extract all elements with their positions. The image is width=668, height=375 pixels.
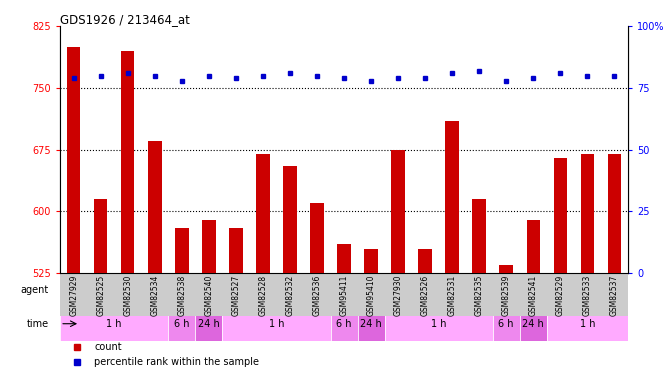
Bar: [60, 307, 168, 340]
Bar: [195, 307, 222, 340]
Text: 1 h: 1 h: [431, 319, 446, 329]
Text: time: time: [27, 319, 49, 329]
Text: count: count: [94, 342, 122, 352]
Text: 24 h: 24 h: [522, 319, 544, 329]
Bar: [493, 307, 520, 340]
Bar: [357, 307, 385, 340]
Text: control: control: [124, 285, 158, 295]
Bar: [310, 203, 324, 375]
Bar: [446, 121, 459, 375]
Text: 6 h: 6 h: [498, 319, 514, 329]
Bar: [337, 244, 351, 375]
Text: 24 h: 24 h: [360, 319, 382, 329]
Bar: [60, 273, 222, 307]
Bar: [121, 51, 134, 375]
Bar: [229, 228, 242, 375]
Bar: [67, 47, 80, 375]
Bar: [500, 265, 513, 375]
Text: 1 h: 1 h: [106, 319, 122, 329]
Bar: [608, 154, 621, 375]
Text: 1 h: 1 h: [269, 319, 284, 329]
Bar: [222, 307, 331, 340]
Bar: [554, 158, 567, 375]
Text: 1 h: 1 h: [580, 319, 595, 329]
Bar: [175, 228, 188, 375]
Bar: [94, 199, 108, 375]
Bar: [364, 249, 378, 375]
Text: thrombin: thrombin: [281, 285, 326, 295]
Text: percentile rank within the sample: percentile rank within the sample: [94, 357, 259, 367]
Bar: [60, 273, 628, 316]
Bar: [202, 220, 216, 375]
Bar: [547, 307, 628, 340]
Bar: [472, 199, 486, 375]
Bar: [168, 307, 195, 340]
Text: 6 h: 6 h: [174, 319, 190, 329]
Bar: [418, 249, 432, 375]
Bar: [283, 166, 297, 375]
Bar: [222, 273, 385, 307]
Bar: [526, 220, 540, 375]
Bar: [580, 154, 594, 375]
Bar: [385, 273, 547, 307]
Bar: [256, 154, 270, 375]
Text: 24 h: 24 h: [198, 319, 220, 329]
Text: 6 h: 6 h: [336, 319, 352, 329]
Bar: [331, 307, 357, 340]
Bar: [148, 141, 162, 375]
Bar: [391, 150, 405, 375]
Bar: [520, 307, 547, 340]
Bar: [385, 307, 493, 340]
Text: LTD4 and
thrombin: LTD4 and thrombin: [564, 279, 610, 301]
Text: GDS1926 / 213464_at: GDS1926 / 213464_at: [60, 13, 190, 26]
Bar: [547, 273, 628, 307]
Text: agent: agent: [21, 285, 49, 295]
Text: LTD4: LTD4: [454, 285, 478, 295]
